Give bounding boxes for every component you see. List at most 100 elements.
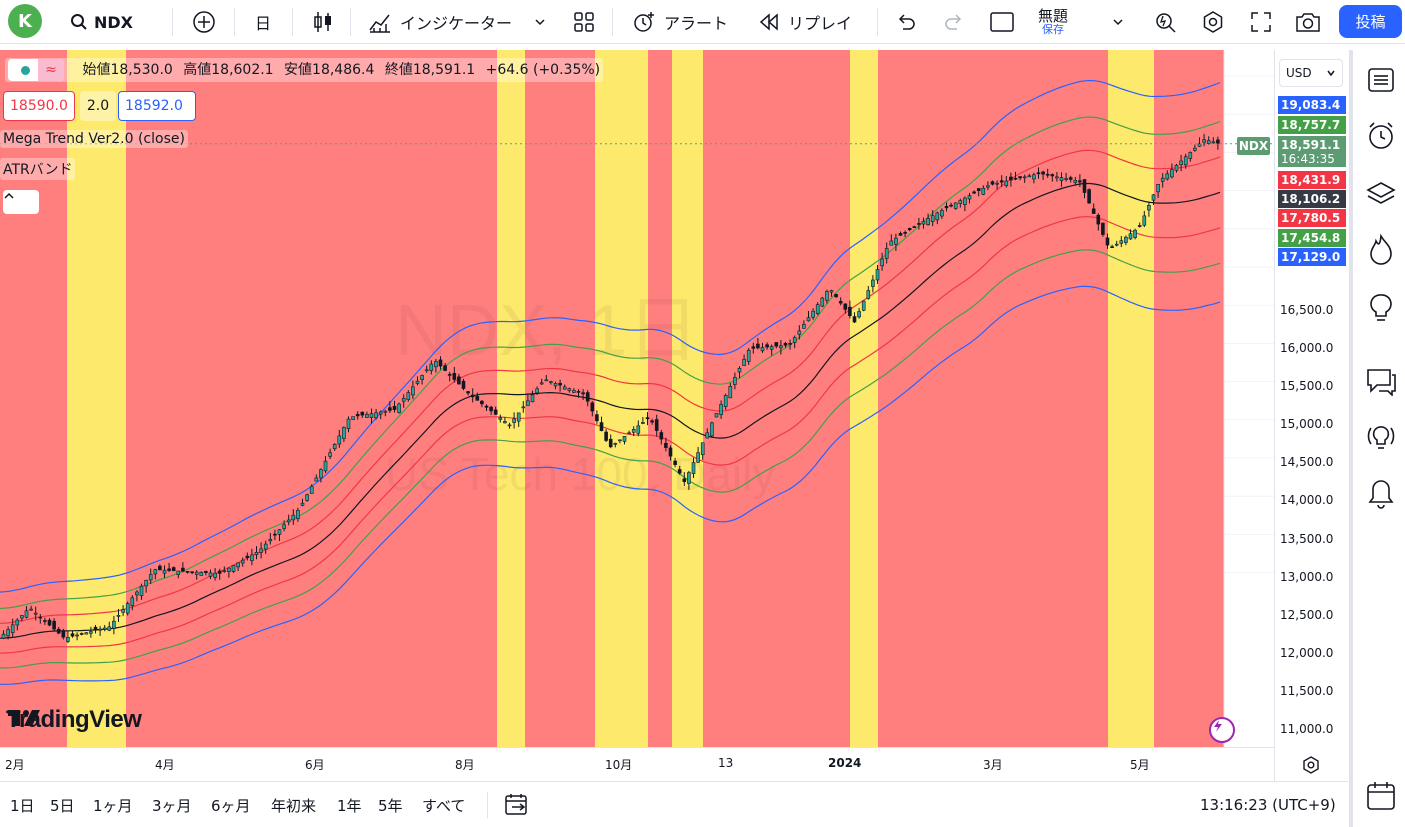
range-button[interactable]: 年初来: [271, 797, 317, 815]
notifications-button[interactable]: [1363, 476, 1399, 512]
indicator-legend-atr[interactable]: ATRバンド: [0, 158, 76, 180]
chevron-down-icon: [1327, 70, 1335, 77]
bid-value: 18590.0: [10, 98, 68, 114]
candle-body: [595, 414, 599, 422]
high-value: 18,602.1: [211, 62, 274, 78]
candle-body: [585, 392, 590, 402]
range-button[interactable]: 5年: [378, 797, 403, 815]
candle-body: [848, 306, 852, 317]
watchlist-button[interactable]: [1363, 62, 1399, 98]
chart-type-button[interactable]: [312, 0, 334, 44]
quick-search-button[interactable]: [1153, 0, 1177, 44]
streams-button[interactable]: [1363, 420, 1399, 456]
candle-body: [1, 633, 6, 639]
visibility-toggle[interactable]: ≈: [8, 59, 64, 81]
candle-body: [742, 358, 746, 366]
candle-body: [677, 469, 682, 474]
range-button[interactable]: 3ヶ月: [152, 797, 192, 815]
alerts-sidebar-button[interactable]: [1363, 118, 1399, 154]
yellow-zone: [850, 50, 878, 747]
candle-body: [328, 452, 332, 457]
candle-body: [516, 412, 521, 422]
candle-body: [443, 365, 447, 371]
candle-body: [29, 608, 33, 611]
templates-button[interactable]: [573, 0, 595, 44]
range-button[interactable]: 1ヶ月: [93, 797, 133, 815]
price-tick-label: 16,000.0: [1280, 341, 1334, 355]
time-axis[interactable]: 2月 4月 6月 8月 10月 13 2024 3月 5月: [0, 747, 1274, 781]
candle-body: [1165, 173, 1170, 180]
chart-pane[interactable]: NDX, 1日 US Tech 100, Daily ≈ 始値18,530.0 高…: [0, 50, 1274, 747]
range-button[interactable]: 1日: [10, 797, 35, 815]
snapshot-button[interactable]: [1294, 0, 1322, 44]
candle-body: [378, 411, 383, 415]
symbol-search[interactable]: NDX: [70, 0, 133, 44]
goto-date-button[interactable]: [504, 792, 530, 822]
candle-body: [1068, 177, 1073, 180]
candle-body: [457, 376, 461, 385]
candle-body: [866, 290, 871, 299]
candle-body: [788, 343, 792, 345]
candle-body: [273, 533, 277, 536]
tradingview-logo[interactable]: TradingView: [6, 706, 142, 734]
calendar-button[interactable]: [1363, 778, 1399, 814]
candle-body: [921, 221, 926, 225]
candle-body: [967, 195, 972, 200]
chats-button[interactable]: [1363, 363, 1399, 399]
sell-price-button[interactable]: 18590.0: [3, 91, 75, 121]
candle-body: [323, 460, 328, 472]
candle-body: [98, 628, 102, 631]
yellow-zone: [672, 50, 703, 747]
currency-select[interactable]: USD: [1279, 59, 1343, 87]
candle-body: [1009, 176, 1013, 181]
layout-menu-button[interactable]: [1112, 0, 1124, 44]
interval-button[interactable]: 日: [255, 0, 271, 44]
candle-body: [24, 610, 29, 618]
range-button[interactable]: 6ヶ月: [211, 797, 251, 815]
price-tag: 18,106.2: [1278, 190, 1346, 208]
price-axis-settings-button[interactable]: [1301, 755, 1321, 779]
price-axis[interactable]: USD 16,500.0 16,000.0 15,500.0 15,000.0 14,5…: [1274, 50, 1348, 781]
range-button[interactable]: すべて: [422, 797, 466, 815]
candle-body: [227, 567, 231, 572]
ideas-button[interactable]: [1363, 290, 1399, 326]
buy-price-button[interactable]: 18592.0: [118, 91, 196, 121]
candle-body: [604, 431, 608, 441]
range-button[interactable]: 5日: [50, 797, 75, 815]
price-tick-label: 11,000.0: [1280, 722, 1334, 736]
fullscreen-layout-button[interactable]: [989, 0, 1015, 44]
candle-body: [530, 394, 535, 403]
candle-body: [447, 374, 452, 376]
candle-body: [1045, 173, 1050, 176]
collapse-legend-button[interactable]: [3, 190, 39, 214]
candle-body: [1211, 141, 1216, 144]
candle-body: [185, 571, 190, 573]
undo-button[interactable]: [895, 0, 917, 44]
hotlists-button[interactable]: [1363, 232, 1399, 268]
candle-body: [213, 572, 217, 578]
publish-button[interactable]: 投稿: [1339, 5, 1402, 38]
redo-button[interactable]: [943, 0, 965, 44]
indicators-button[interactable]: インジケーター: [368, 0, 546, 44]
replay-button[interactable]: リプレイ: [758, 0, 852, 44]
layout-name-button[interactable]: 無題 保存: [1038, 0, 1068, 44]
settings-button[interactable]: [1201, 0, 1225, 44]
candle-body: [572, 390, 576, 393]
fullscreen-button[interactable]: [1250, 0, 1272, 44]
clock-display[interactable]: 13:16:23 (UTC+9): [1200, 796, 1336, 814]
object-tree-button[interactable]: [1363, 176, 1399, 212]
candle-body: [696, 452, 700, 463]
indicator-legend-megatrend[interactable]: Mega Trend Ver2.0 (close): [0, 130, 188, 148]
candle-body: [130, 597, 135, 606]
alert-button[interactable]: アラート: [632, 0, 728, 44]
candle-body: [277, 529, 282, 535]
price-tick-label: 11,500.0: [1280, 684, 1334, 698]
candle-body: [1133, 229, 1137, 238]
user-avatar[interactable]: K: [8, 4, 42, 38]
compare-add-button[interactable]: [192, 0, 216, 44]
candle-body: [1064, 178, 1068, 180]
range-button[interactable]: 1年: [337, 797, 362, 815]
grid-icon: [574, 12, 594, 32]
lightning-button[interactable]: [1209, 717, 1235, 743]
